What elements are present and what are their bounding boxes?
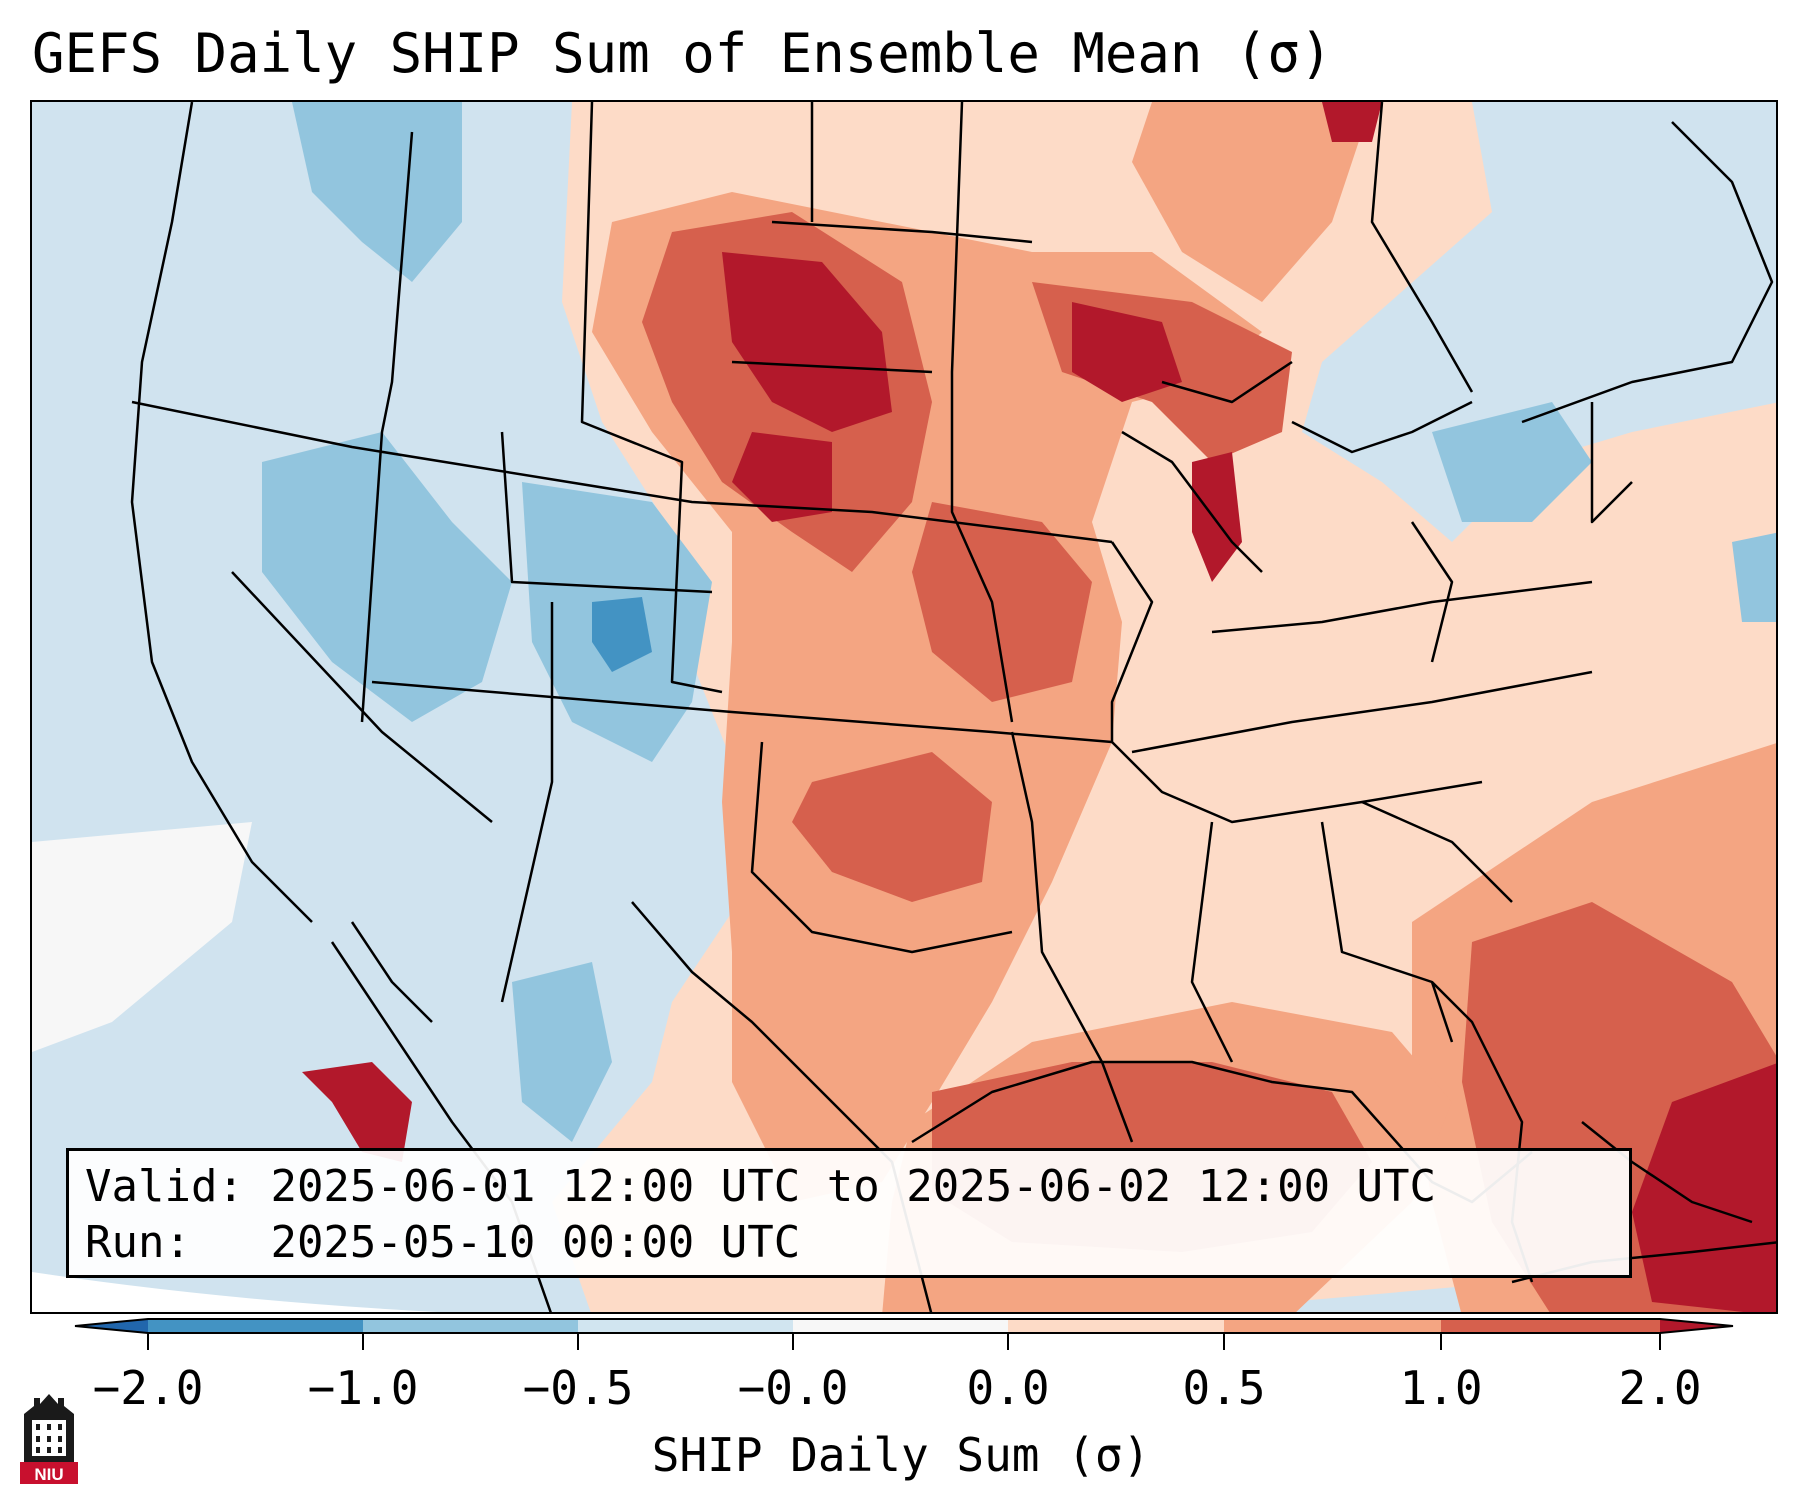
colorbar-label: SHIP Daily Sum (σ) — [651, 1428, 1151, 1482]
colorbar — [74, 1318, 1734, 1350]
niu-logo-text: NIU — [34, 1465, 63, 1484]
valid-label: Valid: — [85, 1161, 244, 1212]
map-panel — [30, 100, 1778, 1314]
anomaly-zone-strong-oklahoma — [792, 752, 992, 902]
colorbar-tick-label: −0.5 — [522, 1361, 634, 1415]
colorbar-outline — [74, 1318, 1734, 1334]
anomaly-zone-warm-northeast — [1132, 102, 1372, 302]
colorbar-tick-label: −0.0 — [737, 1361, 849, 1415]
anomaly-zone-negative-mexico — [512, 962, 612, 1142]
run-value: 2025-05-10 00:00 UTC — [270, 1217, 801, 1268]
colorbar-tick-label: −2.0 — [92, 1361, 204, 1415]
colorbar-bin — [1008, 1319, 1224, 1333]
colorbar-tick-label: 2.0 — [1618, 1361, 1702, 1415]
colorbar-bins — [148, 1319, 1660, 1333]
anomaly-zone-extreme-caribbean — [1632, 1063, 1776, 1312]
anomaly-zone-strongly-negative-colorado — [592, 597, 652, 672]
run-label: Run: — [85, 1217, 191, 1268]
colorbar-ticks — [147, 1333, 1661, 1350]
anomaly-zone-negative-great-basin — [262, 432, 512, 722]
colorbar-bin — [578, 1319, 793, 1333]
colorbar-under-triangle — [75, 1319, 148, 1333]
colorbar-bin — [1224, 1319, 1441, 1333]
anomaly-zone-extreme-sd — [732, 432, 832, 522]
anomaly-zone-negative-new-york — [1432, 402, 1592, 522]
colorbar-over-triangle — [1660, 1319, 1733, 1333]
colorbar-bin — [363, 1319, 578, 1333]
run-info-box: Valid: 2025-06-01 12:00 UTC to 2025-06-0… — [66, 1148, 1632, 1278]
anomaly-zone-strong-midwest — [912, 502, 1092, 702]
colorbar-bin — [148, 1319, 363, 1333]
anomaly-zone-extreme-ontario — [1322, 102, 1382, 142]
anomaly-zone-near-zero-pacific — [32, 822, 252, 1052]
colorbar-tick-label: −1.0 — [307, 1361, 419, 1415]
valid-value: 2025-06-01 12:00 UTC to 2025-06-02 12:00… — [270, 1161, 1437, 1212]
boundary-lines — [130, 102, 1776, 1312]
anomaly-zone-negative-northwest — [292, 102, 462, 282]
map-title: GEFS Daily SHIP Sum of Ensemble Mean (σ) — [32, 22, 1333, 85]
ship-anomaly-map — [32, 102, 1776, 1312]
colorbar-bin — [1441, 1319, 1660, 1333]
colorbar-tick-label: 1.0 — [1399, 1361, 1483, 1415]
anomaly-zone-extreme-sinaloa — [302, 1062, 412, 1162]
colorbar-tick-label: 0.5 — [1182, 1361, 1266, 1415]
anomaly-zone-extreme-superior — [1072, 302, 1182, 402]
colorbar-tick-label: 0.0 — [966, 1361, 1050, 1415]
niu-logo: NIU — [20, 1394, 78, 1484]
anomaly-zone-negative-atlantic — [1732, 532, 1776, 622]
anomaly-zone-extreme-michigan — [1192, 452, 1242, 582]
anomaly-zone-extreme-dakotas — [722, 252, 892, 432]
colorbar-bin — [793, 1319, 1008, 1333]
domain-edge — [32, 1272, 438, 1312]
